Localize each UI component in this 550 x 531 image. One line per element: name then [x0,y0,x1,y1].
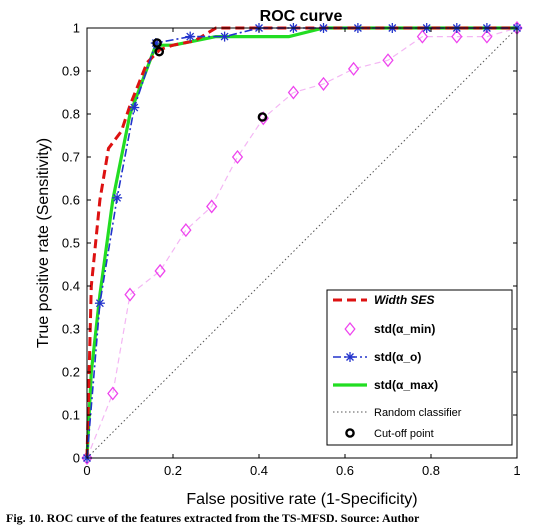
legend-swatch-std-alpha-o-marker [345,352,355,362]
x-tick-label: 0.4 [250,463,268,478]
series-width-ses-line [85,26,517,459]
series-std-alpha-min-point [124,287,136,302]
series-std-alpha-min-point [287,85,300,100]
series-random-classifier-line [86,27,518,459]
x-tick-label: 0 [83,463,90,478]
series-std-alpha-min-point [206,199,218,214]
legend-label-cutoff-point: Cut-off point [374,428,434,440]
series-std-alpha-min-point [347,61,360,76]
series-std-alpha-o-point [94,298,105,309]
y-tick-label: 0.8 [62,107,80,122]
cutoff-point-marker [154,46,165,57]
series-std-alpha-min-point [81,450,93,466]
series-std-alpha-o-point [129,102,140,113]
y-tick-label: 0 [73,451,80,466]
legend-swatch-cutoff-point [345,428,355,438]
y-tick-label: 0.7 [62,150,80,165]
series-std-alpha-min-point [317,76,330,91]
y-tick-label: 0.4 [62,279,80,294]
y-tick-label: 0.5 [62,236,80,251]
figure-caption: Fig. 10. ROC curve of the features extra… [6,511,420,525]
legend-label-std-alpha-min: std(α_min) [374,322,435,336]
y-tick-label: 0.9 [62,64,80,79]
series-std-alpha-o-point [219,31,230,42]
legend-label-random-classifier: Random classifier [374,407,462,419]
legend-label-std-alpha-max: std(α_max) [374,378,438,392]
y-tick-label: 1 [73,21,80,36]
series-std-alpha-min-line [86,27,518,459]
series-std-alpha-min-point [481,29,493,44]
x-tick-label: 0.2 [164,463,182,478]
chart-title: ROC curve [260,8,343,25]
series-std-alpha-o-point [112,192,123,203]
y-tick-label: 0.6 [62,193,80,208]
series-std-alpha-o-point [185,31,196,42]
y-tick-label: 0.2 [62,365,80,380]
x-axis-title: False positive rate (1-Specificity) [186,491,417,508]
y-axis-title: True positive rate (Sensitivity) [35,138,52,348]
y-tick-label: 0.3 [62,322,80,337]
legend-box [326,289,513,446]
y-tick-label: 0.1 [62,408,80,423]
series-std-alpha-min-point [107,386,119,401]
series-std-alpha-min-point [382,53,394,68]
series-std-alpha-min-point [154,263,166,278]
series-std-alpha-min-point [231,149,244,165]
series-std-alpha-min-point [180,223,192,238]
series-std-alpha-min-point [416,29,429,44]
x-tick-label: 1 [513,463,520,478]
x-tick-label: 0.8 [422,463,440,478]
cutoff-point-marker [152,38,162,48]
legend: Width SES std(α_min) std(α_o) std(α_max) Ran… [326,289,513,446]
legend-swatch-std-alpha-min [344,321,356,337]
legend-label-std-alpha-o: std(α_o) [374,350,421,364]
series-std-alpha-min-point [451,29,463,44]
x-tick-label: 0.6 [336,463,354,478]
legend-label-width-ses: Width SES [374,293,435,307]
cutoff-point-marker [257,112,268,122]
